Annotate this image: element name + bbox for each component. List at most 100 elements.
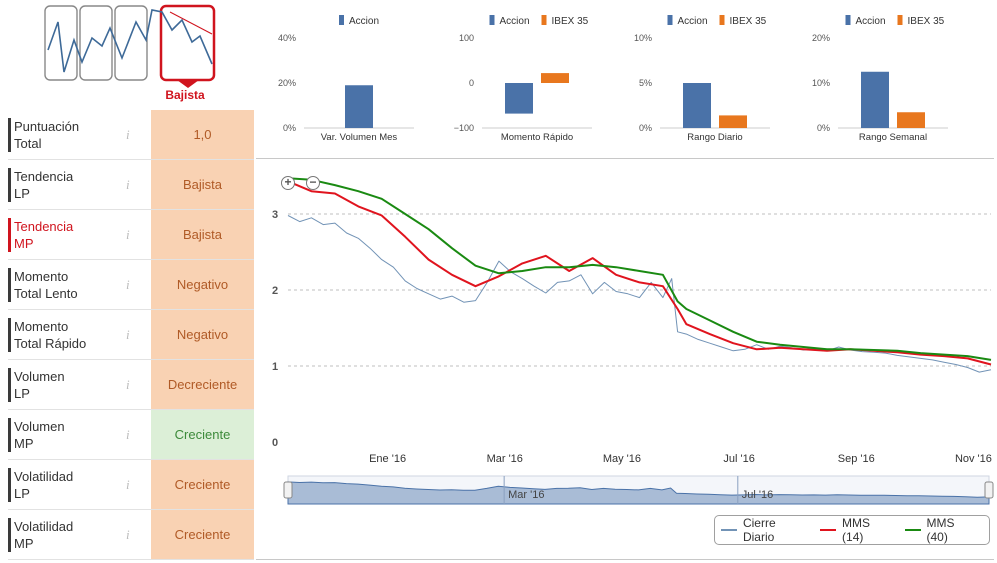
y-tick-label: 0% [817, 123, 830, 133]
legend-label: Accion [856, 16, 886, 27]
row-marker [8, 368, 11, 402]
mini-chart-momento: Accion IBEX 35 100 0 −100 Momento Rápido [442, 8, 612, 148]
row-marker [8, 518, 11, 552]
x-tick-label: Mar '16 [487, 453, 523, 465]
bar-ibex-35 [541, 73, 569, 83]
y-tick-label: 0 [469, 78, 474, 88]
row-marker [8, 268, 11, 302]
y-tick-label: 2 [272, 285, 278, 297]
row-marker [8, 318, 11, 352]
navigator-handle[interactable] [283, 481, 293, 499]
mini-chart-rango-semanal: Accion IBEX 35 20% 10% 0% Rango Semanal [798, 8, 968, 148]
x-tick-label: Jul '16 [723, 453, 754, 465]
rating-value: Creciente [151, 510, 254, 559]
info-icon[interactable]: i [126, 427, 130, 442]
legend-swatch [719, 15, 725, 25]
zoom-in-icon[interactable]: + [281, 176, 295, 190]
zoom-out-icon[interactable]: − [306, 176, 320, 190]
divider [256, 158, 994, 159]
y-tick-label: 5% [639, 78, 652, 88]
trend-label: Bajista [165, 88, 205, 102]
rating-label: Momento Total Lento [14, 269, 78, 301]
bar-accion [345, 85, 373, 128]
y-tick-label: 20% [812, 33, 830, 43]
row-marker [8, 418, 11, 452]
y-tick-label: 20% [278, 78, 296, 88]
legend-swatch [845, 15, 851, 25]
x-tick-label: Ene '16 [369, 453, 406, 465]
navigator-label: Mar '16 [508, 489, 544, 501]
legend-label: IBEX 35 [552, 16, 589, 27]
rating-row: Volatilidad LP i Creciente [8, 460, 254, 510]
mini-chart-rango-diario: Accion IBEX 35 10% 5% 0% Rango Diario [620, 8, 790, 148]
mini-chart-title: Rango Diario [687, 132, 742, 143]
info-icon[interactable]: i [126, 227, 130, 242]
rating-row: Volumen LP i Decreciente [8, 360, 254, 410]
rating-label: Tendencia LP [14, 169, 74, 201]
mini-chart-title: Var. Volumen Mes [321, 132, 398, 143]
info-icon[interactable]: i [126, 477, 130, 492]
info-icon[interactable]: i [126, 277, 130, 292]
legend-swatch [489, 15, 495, 25]
mini-chart-volumen: Accion 40% 20% 0% Var. Volumen Mes [264, 8, 434, 148]
y-tick-label: 0% [639, 123, 652, 133]
y-tick-label: 0 [272, 437, 278, 449]
rating-row: Momento Total Lento i Negativo [8, 260, 254, 310]
y-tick-label: 40% [278, 33, 296, 43]
y-tick-label: −100 [454, 123, 474, 133]
row-marker [8, 168, 11, 202]
legend-label: IBEX 35 [730, 16, 767, 27]
rating-row: Tendencia LP i Bajista [8, 160, 254, 210]
bar-ibex-35 [897, 112, 925, 128]
rating-value: Negativo [151, 310, 254, 359]
legend-label: Accion [349, 16, 379, 27]
y-tick-label: 10% [634, 33, 652, 43]
navigator-area [287, 481, 990, 505]
y-tick-label: 100 [459, 33, 474, 43]
legend-swatch [541, 15, 547, 25]
rating-value: Negativo [151, 260, 254, 309]
legend-swatch [667, 15, 673, 25]
rating-label: Volatilidad LP [14, 469, 74, 501]
info-icon[interactable]: i [126, 127, 130, 142]
bar-accion [683, 83, 711, 128]
info-icon[interactable]: i [126, 177, 130, 192]
trend-icon [44, 4, 216, 88]
y-tick-label: 1 [272, 361, 278, 373]
series-cierre-diario [287, 215, 992, 373]
mini-chart-title: Rango Semanal [859, 132, 927, 143]
legend-swatch [897, 15, 903, 25]
y-tick-label: 0% [283, 123, 296, 133]
legend-mms40[interactable]: MMS (40) [904, 516, 979, 544]
rating-value: Decreciente [151, 360, 254, 409]
rating-value: Creciente [151, 460, 254, 509]
y-tick-label: 3 [272, 209, 278, 221]
legend-mms14[interactable]: MMS (14) [820, 516, 894, 544]
info-icon[interactable]: i [126, 327, 130, 342]
row-marker [8, 468, 11, 502]
series-mms-14- [287, 180, 992, 366]
bar-accion [505, 83, 533, 114]
legend-label: Accion [500, 16, 530, 27]
rating-label: Volumen LP [14, 369, 65, 401]
bar-accion [861, 71, 889, 128]
info-icon[interactable]: i [126, 527, 130, 542]
rating-label: Puntuación Total [14, 119, 80, 151]
navigator-handle[interactable] [984, 481, 994, 499]
legend-label: Accion [678, 16, 708, 27]
price-chart: 3 2 1 0 Ene '16 Mar '16 May '16 Jul '16 Sep '16 N… [272, 177, 994, 505]
info-icon[interactable]: i [126, 377, 130, 392]
rating-value: 1,0 [151, 110, 254, 159]
rating-row: Momento Total Rápido i Negativo [8, 310, 254, 360]
x-tick-label: May '16 [603, 453, 641, 465]
series-mms-40- [287, 177, 992, 361]
rating-label: Volatilidad MP [14, 519, 74, 551]
row-marker [8, 218, 11, 252]
divider-bottom [256, 559, 994, 560]
rating-label: Momento Total Rápido [14, 319, 87, 351]
legend-cierre[interactable]: Cierre Diario [721, 516, 810, 544]
rating-row: Volumen MP i Creciente [8, 410, 254, 460]
bar-ibex-35 [719, 115, 747, 128]
x-tick-label: Sep '16 [838, 453, 875, 465]
legend-swatch [339, 15, 344, 25]
